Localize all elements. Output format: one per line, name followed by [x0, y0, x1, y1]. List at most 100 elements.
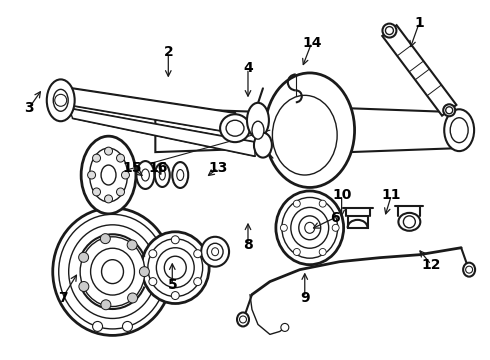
Ellipse shape: [272, 95, 337, 175]
Text: 13: 13: [208, 161, 228, 175]
Ellipse shape: [220, 114, 250, 142]
Circle shape: [149, 278, 157, 285]
Ellipse shape: [159, 170, 165, 180]
Circle shape: [122, 321, 132, 332]
Circle shape: [127, 240, 137, 250]
Ellipse shape: [53, 89, 68, 111]
Ellipse shape: [80, 237, 145, 306]
Ellipse shape: [212, 248, 219, 256]
Circle shape: [93, 154, 100, 162]
Circle shape: [117, 154, 124, 162]
Circle shape: [332, 224, 339, 231]
Circle shape: [172, 292, 179, 300]
Polygon shape: [71, 88, 235, 133]
Ellipse shape: [237, 312, 249, 327]
Circle shape: [93, 188, 100, 196]
Ellipse shape: [254, 133, 272, 158]
Text: 9: 9: [300, 291, 310, 305]
Circle shape: [386, 27, 393, 35]
Ellipse shape: [443, 104, 455, 116]
Ellipse shape: [299, 216, 321, 240]
Ellipse shape: [207, 243, 223, 260]
Circle shape: [104, 195, 113, 203]
Ellipse shape: [226, 120, 244, 136]
Polygon shape: [155, 108, 270, 152]
Ellipse shape: [101, 165, 116, 185]
Ellipse shape: [155, 163, 170, 187]
Circle shape: [122, 171, 129, 179]
Text: 8: 8: [243, 238, 253, 252]
Ellipse shape: [291, 207, 329, 248]
Text: 3: 3: [24, 101, 34, 115]
Circle shape: [280, 224, 287, 231]
Ellipse shape: [247, 103, 269, 138]
Ellipse shape: [383, 24, 396, 37]
Circle shape: [403, 216, 416, 228]
Circle shape: [194, 250, 202, 258]
Circle shape: [78, 252, 89, 262]
Ellipse shape: [47, 80, 74, 121]
Circle shape: [117, 188, 124, 196]
Circle shape: [104, 147, 113, 155]
Text: 10: 10: [332, 188, 351, 202]
Text: 5: 5: [168, 278, 177, 292]
Polygon shape: [347, 216, 368, 228]
Circle shape: [319, 200, 326, 207]
Circle shape: [100, 234, 110, 244]
Polygon shape: [69, 108, 255, 156]
Ellipse shape: [201, 237, 229, 267]
Ellipse shape: [53, 208, 172, 336]
Polygon shape: [349, 108, 459, 152]
Ellipse shape: [282, 197, 338, 258]
Ellipse shape: [148, 239, 203, 297]
Ellipse shape: [164, 256, 186, 279]
Ellipse shape: [276, 191, 343, 265]
Circle shape: [446, 107, 453, 114]
Circle shape: [127, 293, 138, 303]
Ellipse shape: [305, 222, 315, 233]
Circle shape: [79, 282, 89, 292]
Circle shape: [240, 316, 246, 323]
Circle shape: [294, 248, 300, 256]
Ellipse shape: [91, 248, 134, 295]
Text: 15: 15: [122, 161, 142, 175]
Polygon shape: [382, 25, 456, 116]
Circle shape: [319, 248, 326, 256]
Ellipse shape: [81, 136, 136, 214]
Text: 16: 16: [148, 161, 168, 175]
Circle shape: [294, 200, 300, 207]
Circle shape: [466, 266, 473, 273]
Circle shape: [172, 236, 179, 244]
Circle shape: [149, 250, 157, 258]
Ellipse shape: [136, 161, 154, 189]
Circle shape: [140, 267, 149, 276]
Ellipse shape: [265, 73, 355, 188]
Ellipse shape: [463, 263, 475, 276]
Text: 7: 7: [58, 291, 68, 305]
Ellipse shape: [69, 225, 156, 319]
Ellipse shape: [444, 109, 474, 151]
Circle shape: [93, 321, 102, 332]
Text: 4: 4: [243, 62, 253, 76]
Ellipse shape: [142, 232, 209, 303]
Text: 6: 6: [330, 211, 340, 225]
Ellipse shape: [90, 148, 127, 202]
Ellipse shape: [101, 260, 123, 284]
Ellipse shape: [398, 213, 420, 231]
Text: 11: 11: [382, 188, 401, 202]
Ellipse shape: [252, 121, 264, 139]
Circle shape: [281, 323, 289, 332]
Text: 1: 1: [415, 15, 424, 30]
Text: 14: 14: [302, 36, 321, 50]
Ellipse shape: [156, 248, 194, 288]
Text: 2: 2: [164, 45, 173, 59]
Ellipse shape: [172, 162, 188, 188]
Ellipse shape: [450, 118, 468, 143]
Circle shape: [88, 171, 96, 179]
Text: 12: 12: [421, 258, 441, 272]
Circle shape: [55, 94, 67, 106]
Ellipse shape: [59, 214, 166, 329]
Circle shape: [101, 300, 111, 310]
Circle shape: [194, 278, 202, 285]
Ellipse shape: [142, 169, 149, 181]
